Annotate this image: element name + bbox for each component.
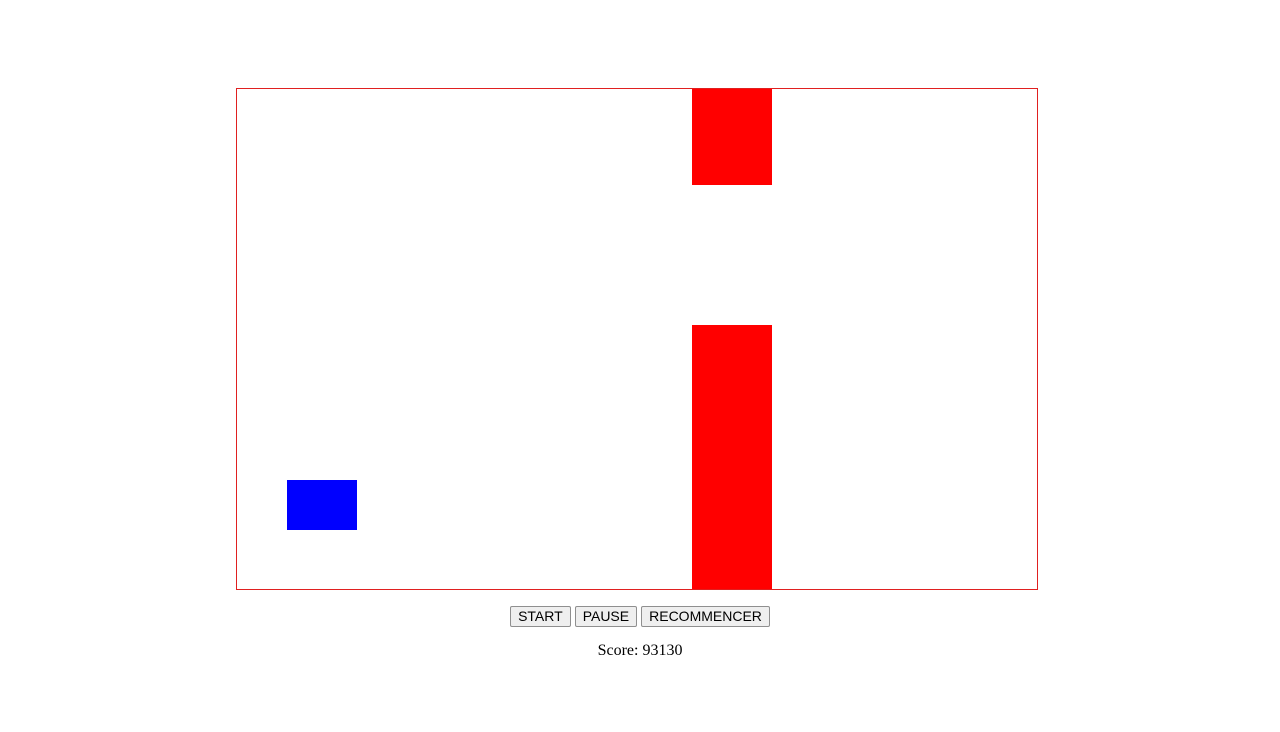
pipe-top-obstacle [692, 89, 772, 185]
score-display: Score: 93130 [0, 642, 1280, 660]
player-block [287, 480, 357, 530]
score-label: Score: [597, 642, 639, 659]
pause-button[interactable]: PAUSE [574, 606, 638, 627]
game-controls: START PAUSE RECOMMENCER [0, 606, 1280, 627]
pipe-bottom-obstacle [692, 325, 772, 589]
game-area[interactable] [236, 88, 1038, 590]
restart-button[interactable]: RECOMMENCER [641, 606, 770, 627]
score-value: 93130 [642, 642, 683, 659]
start-button[interactable]: START [510, 606, 571, 627]
